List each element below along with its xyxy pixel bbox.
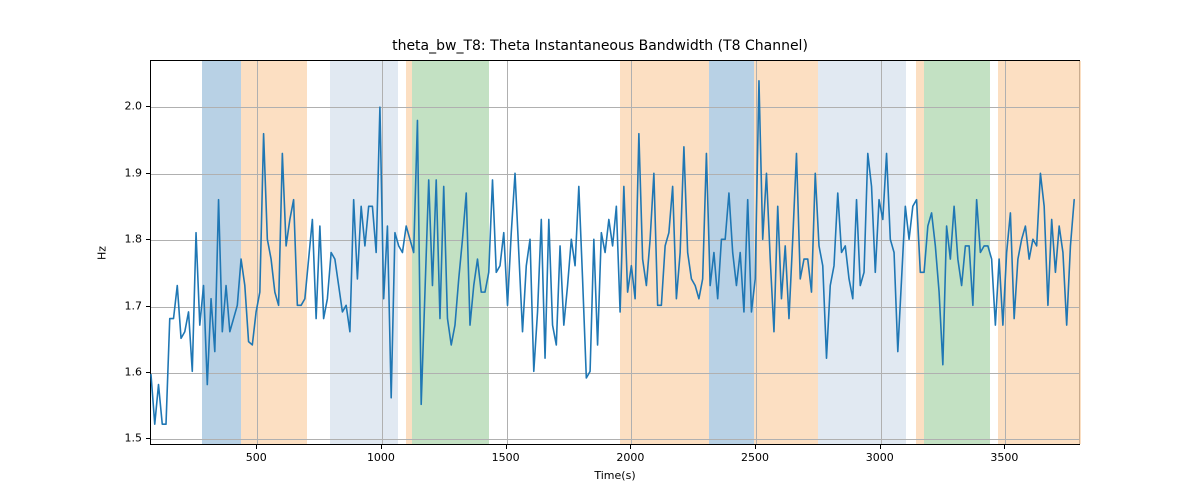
x-tick-mark	[256, 445, 257, 449]
y-tick-mark	[146, 372, 150, 373]
x-tick-mark	[755, 445, 756, 449]
y-tick-label: 1.9	[120, 166, 142, 179]
x-tick-label: 2500	[741, 451, 769, 464]
plot-area	[150, 60, 1080, 445]
x-tick-mark	[381, 445, 382, 449]
x-axis-label: Time(s)	[150, 469, 1080, 482]
y-tick-label: 1.7	[120, 299, 142, 312]
line-svg	[151, 61, 1079, 444]
chart-title: theta_bw_T8: Theta Instantaneous Bandwid…	[0, 38, 1200, 54]
y-axis-label: Hz	[96, 245, 109, 259]
x-tick-label: 3000	[866, 451, 894, 464]
data-line	[151, 81, 1074, 424]
y-tick-label: 1.8	[120, 233, 142, 246]
y-tick-mark	[146, 306, 150, 307]
y-tick-mark	[146, 239, 150, 240]
y-tick-mark	[146, 106, 150, 107]
x-tick-label: 1000	[367, 451, 395, 464]
x-tick-label: 1500	[492, 451, 520, 464]
figure: theta_bw_T8: Theta Instantaneous Bandwid…	[0, 0, 1200, 500]
y-tick-label: 2.0	[120, 100, 142, 113]
x-tick-mark	[506, 445, 507, 449]
x-tick-mark	[880, 445, 881, 449]
x-tick-mark	[1004, 445, 1005, 449]
y-tick-mark	[146, 173, 150, 174]
x-tick-label: 3500	[990, 451, 1018, 464]
y-tick-label: 1.5	[120, 432, 142, 445]
y-tick-mark	[146, 438, 150, 439]
x-tick-mark	[630, 445, 631, 449]
x-tick-label: 2000	[616, 451, 644, 464]
y-tick-label: 1.6	[120, 365, 142, 378]
x-tick-label: 500	[246, 451, 267, 464]
